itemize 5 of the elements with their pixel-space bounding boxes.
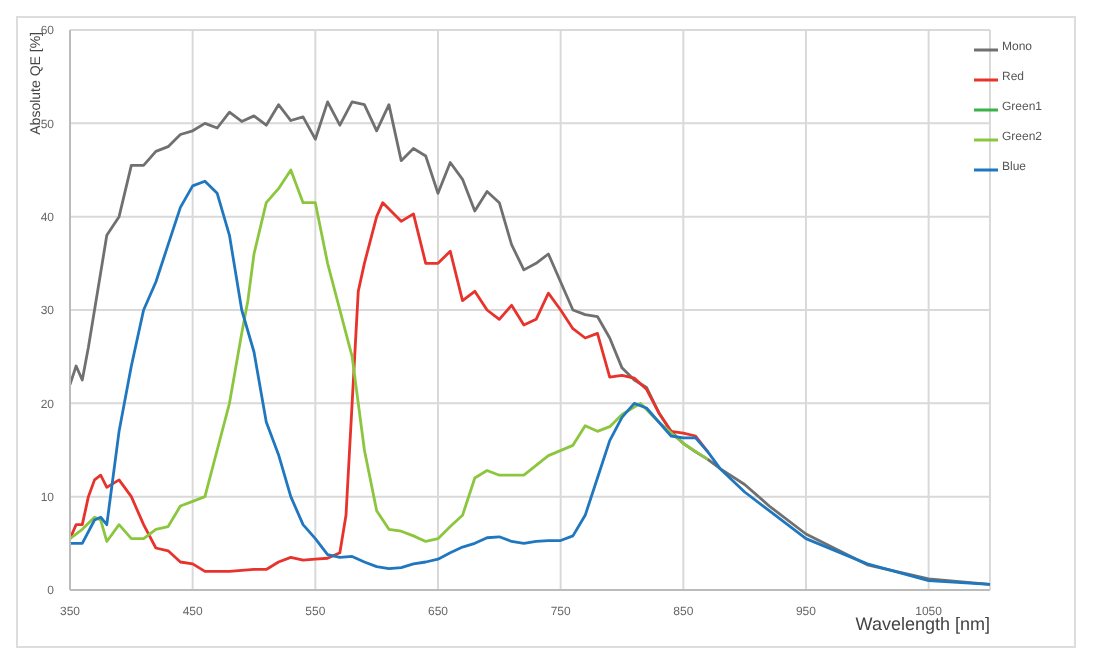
line-series <box>70 201 710 573</box>
x-axis-title: Wavelength [nm] <box>855 614 990 634</box>
line-series <box>70 100 990 586</box>
line-series <box>70 179 990 586</box>
line-series <box>70 168 710 543</box>
